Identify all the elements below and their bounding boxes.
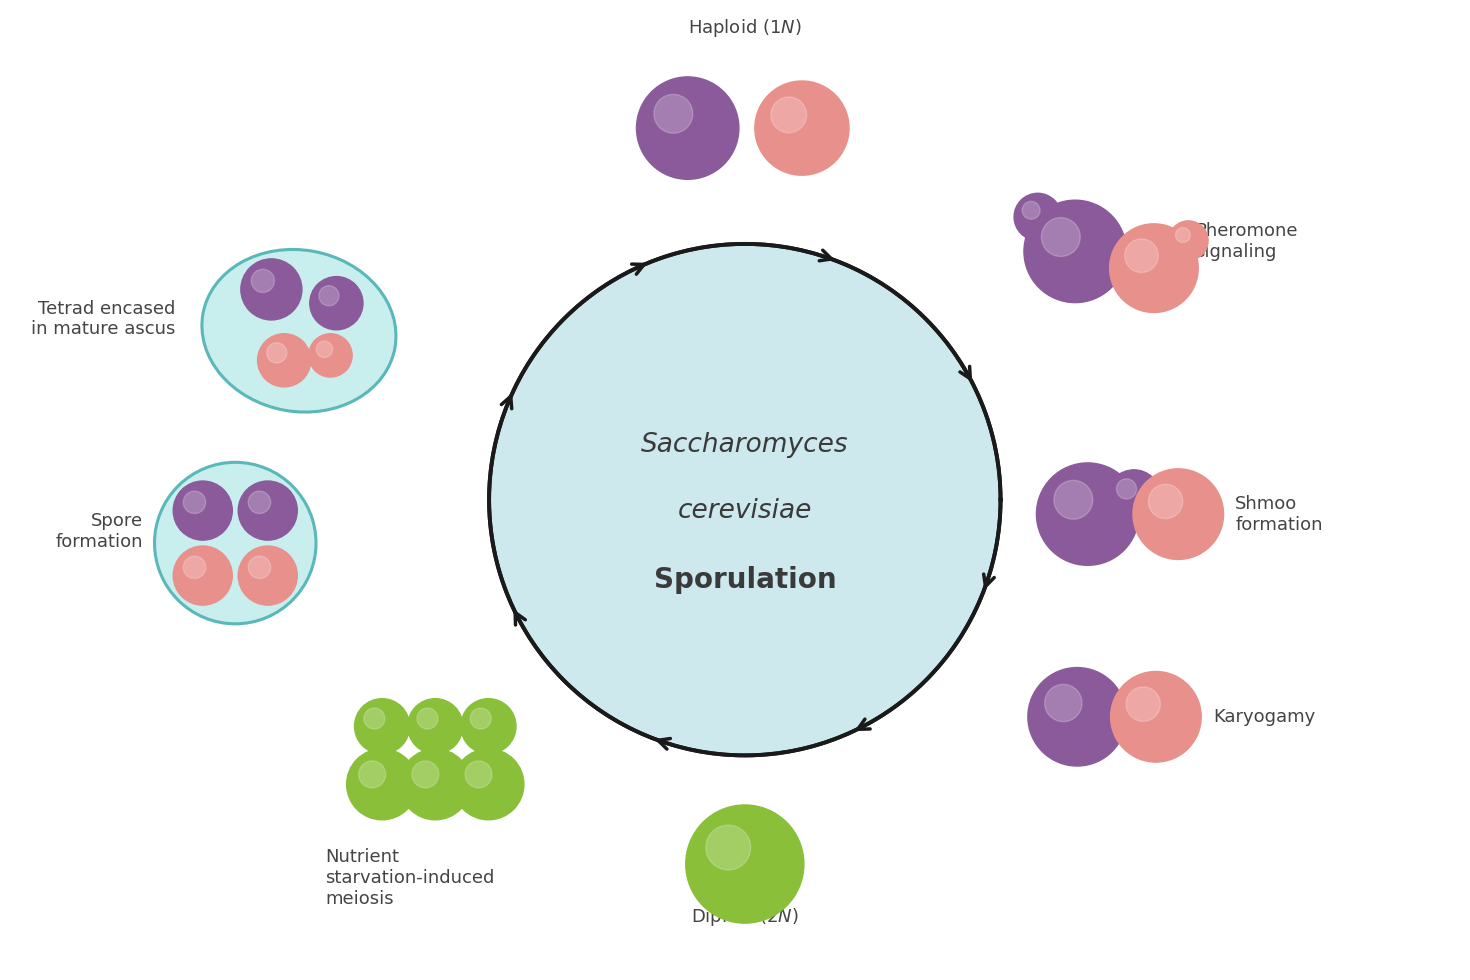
Text: Shmoo
formation: Shmoo formation: [1235, 495, 1323, 533]
Circle shape: [1110, 223, 1198, 313]
Circle shape: [412, 760, 440, 788]
Circle shape: [266, 343, 287, 363]
Circle shape: [184, 491, 206, 514]
Circle shape: [470, 708, 491, 729]
Text: Sporulation: Sporulation: [654, 566, 836, 595]
Circle shape: [1036, 463, 1139, 565]
Circle shape: [685, 805, 804, 923]
Circle shape: [1014, 193, 1061, 240]
Circle shape: [490, 244, 1001, 756]
Circle shape: [1028, 667, 1126, 766]
Circle shape: [257, 334, 310, 387]
Text: Diploid (2$\it{N}$): Diploid (2$\it{N}$): [691, 906, 798, 928]
Circle shape: [316, 341, 332, 358]
Circle shape: [407, 699, 463, 754]
Text: Spore
formation: Spore formation: [56, 512, 143, 551]
Ellipse shape: [201, 250, 395, 412]
Circle shape: [347, 749, 417, 820]
Circle shape: [1022, 201, 1041, 220]
Circle shape: [310, 276, 363, 330]
Circle shape: [319, 285, 340, 306]
Circle shape: [354, 699, 410, 754]
Circle shape: [417, 708, 438, 729]
Circle shape: [251, 270, 275, 292]
Circle shape: [154, 463, 316, 624]
Circle shape: [248, 556, 270, 578]
Circle shape: [309, 334, 353, 377]
Circle shape: [637, 76, 739, 179]
Circle shape: [1025, 200, 1126, 303]
Text: Haploid (1$\it{N}$): Haploid (1$\it{N}$): [688, 18, 801, 39]
Circle shape: [173, 546, 232, 605]
Circle shape: [1111, 671, 1201, 762]
Circle shape: [248, 491, 270, 514]
Circle shape: [1126, 687, 1160, 721]
Circle shape: [1169, 220, 1208, 261]
Circle shape: [706, 825, 751, 870]
Text: Tetrad encased
in mature ascus: Tetrad encased in mature ascus: [31, 300, 176, 338]
Circle shape: [1125, 239, 1158, 272]
Text: Pheromone
signaling: Pheromone signaling: [1195, 222, 1298, 261]
Text: Karyogamy: Karyogamy: [1213, 708, 1316, 726]
Circle shape: [1054, 480, 1092, 519]
Circle shape: [400, 749, 470, 820]
Text: cerevisiae: cerevisiae: [678, 499, 811, 524]
Circle shape: [654, 94, 692, 133]
Circle shape: [453, 749, 523, 820]
Circle shape: [238, 481, 297, 540]
Circle shape: [1045, 684, 1082, 721]
Circle shape: [1176, 227, 1191, 242]
Circle shape: [1148, 484, 1183, 518]
Circle shape: [184, 556, 206, 578]
Circle shape: [1133, 468, 1223, 560]
Circle shape: [1116, 479, 1136, 499]
Circle shape: [1107, 469, 1160, 523]
Text: Saccharomyces: Saccharomyces: [641, 432, 848, 459]
Text: Nutrient
starvation-induced
meiosis: Nutrient starvation-induced meiosis: [325, 849, 494, 907]
Circle shape: [359, 760, 385, 788]
Circle shape: [1041, 218, 1080, 257]
Circle shape: [173, 481, 232, 540]
Circle shape: [462, 699, 516, 754]
Circle shape: [754, 81, 850, 175]
Circle shape: [365, 708, 385, 729]
Circle shape: [241, 259, 301, 319]
Circle shape: [238, 546, 297, 605]
Circle shape: [770, 97, 807, 133]
Circle shape: [465, 760, 492, 788]
